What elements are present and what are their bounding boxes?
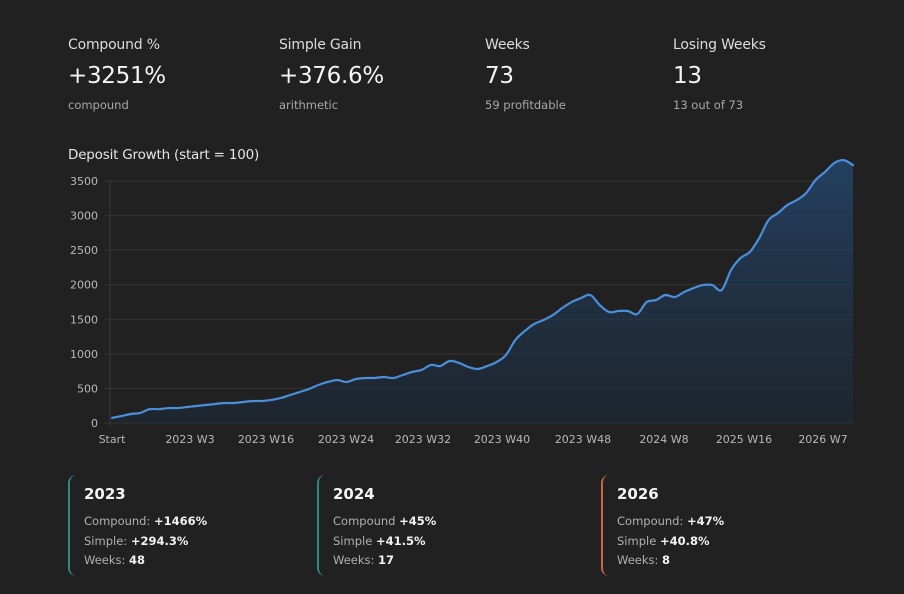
card-compound: Compound: +1466% <box>84 514 207 528</box>
stat-sub: 13 out of 73 <box>673 98 744 112</box>
y-tick-label: 1500 <box>70 313 98 326</box>
y-tick-label: 500 <box>77 382 98 395</box>
x-tick-label: Start <box>99 433 127 446</box>
stat-weeks: Weeks 73 59 profitdable <box>485 36 566 112</box>
year-cards: 2023 Compound: +1466% Simple: +294.3% We… <box>0 475 904 580</box>
compound-value: +47% <box>687 514 725 528</box>
compound-value: +1466% <box>154 514 208 528</box>
card-weeks: Weeks: 8 <box>617 553 670 567</box>
card-simple: Simple +40.8% <box>617 534 709 548</box>
stat-value: +3251% <box>68 63 166 89</box>
y-tick-label: 0 <box>91 417 98 430</box>
year-card-2026: 2026 Compound: +47% Simple +40.8% Weeks:… <box>601 475 831 576</box>
stat-label: Compound % <box>68 37 160 53</box>
year-card-2023: 2023 Compound: +1466% Simple: +294.3% We… <box>68 475 298 576</box>
compound-label: Compound: <box>617 514 684 528</box>
simple-value: +294.3% <box>130 534 189 548</box>
weeks-value: 8 <box>662 553 671 567</box>
deposit-growth-chart: 0 500 1000 1500 2000 2500 3000 3500 Start 2023 W… <box>70 158 855 446</box>
stat-sub: compound <box>68 98 129 112</box>
y-tick-label: 3000 <box>70 210 98 223</box>
x-tick-label: 2023 W40 <box>474 433 530 446</box>
card-weeks: Weeks: 48 <box>84 553 145 567</box>
x-tick-label: 2026 W7 <box>798 433 847 446</box>
chart-title: Deposit Growth (start = 100) <box>68 147 260 163</box>
card-year: 2024 <box>333 485 375 503</box>
simple-label: Simple <box>617 534 657 548</box>
x-tick-label: 2024 W8 <box>639 433 688 446</box>
card-year: 2026 <box>617 485 659 503</box>
simple-label: Simple: <box>84 534 128 548</box>
card-compound: Compound +45% <box>333 514 436 528</box>
x-tick-label: 2023 W32 <box>395 433 451 446</box>
summary-stats: Compound % +3251% compound Simple Gain +… <box>0 36 904 116</box>
compound-label: Compound: <box>84 514 151 528</box>
simple-label: Simple <box>333 534 373 548</box>
card-accent-border <box>601 475 611 576</box>
weeks-value: 48 <box>129 553 146 567</box>
series-line <box>110 158 855 419</box>
stat-value: +376.6% <box>279 63 384 89</box>
card-simple: Simple: +294.3% <box>84 534 188 548</box>
simple-value: +41.5% <box>375 534 426 548</box>
stat-label: Weeks <box>485 37 530 53</box>
stat-label: Losing Weeks <box>673 37 766 53</box>
y-tick-label: 1000 <box>70 348 98 361</box>
stat-compound: Compound % +3251% compound <box>68 36 166 112</box>
weeks-value: 17 <box>378 553 395 567</box>
x-tick-label: 2023 W3 <box>165 433 214 446</box>
y-tick-label: 2500 <box>70 244 98 257</box>
stat-simple-gain: Simple Gain +376.6% arithmetic <box>279 36 384 112</box>
compound-label: Compound <box>333 514 396 528</box>
weeks-label: Weeks: <box>617 553 659 567</box>
stat-value: 73 <box>485 63 514 89</box>
weeks-label: Weeks: <box>333 553 375 567</box>
card-simple: Simple +41.5% <box>333 534 425 548</box>
stat-label: Simple Gain <box>279 37 362 53</box>
year-card-2024: 2024 Compound +45% Simple +41.5% Weeks: … <box>317 475 547 576</box>
stat-value: 13 <box>673 63 702 89</box>
card-weeks: Weeks: 17 <box>333 553 394 567</box>
stat-losing-weeks: Losing Weeks 13 13 out of 73 <box>673 36 766 112</box>
weeks-label: Weeks: <box>84 553 126 567</box>
x-tick-label: 2023 W16 <box>238 433 294 446</box>
stat-sub: arithmetic <box>279 98 339 112</box>
card-accent-border <box>317 475 327 576</box>
x-tick-label: 2023 W48 <box>555 433 611 446</box>
compound-value: +45% <box>399 514 437 528</box>
simple-value: +40.8% <box>659 534 710 548</box>
card-accent-border <box>68 475 78 576</box>
card-compound: Compound: +47% <box>617 514 724 528</box>
card-year: 2023 <box>84 485 126 503</box>
stat-sub: 59 profitdable <box>485 98 566 112</box>
x-tick-label: 2025 W16 <box>716 433 772 446</box>
area-fill <box>112 160 853 424</box>
y-tick-label: 3500 <box>70 175 98 188</box>
x-tick-label: 2023 W24 <box>318 433 374 446</box>
y-tick-label: 2000 <box>70 279 98 292</box>
